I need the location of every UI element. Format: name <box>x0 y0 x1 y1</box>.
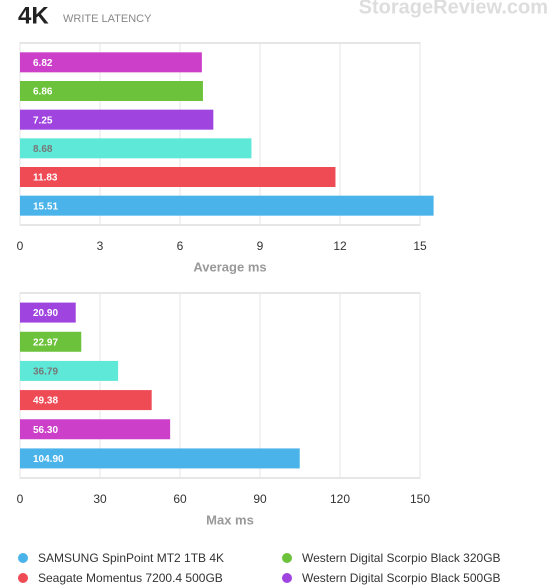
x-tick-label: 90 <box>253 492 267 506</box>
data-label: 36.79 <box>33 367 58 378</box>
bar <box>20 81 203 101</box>
legend-label: Western Digital Scorpio Black 320GB <box>302 551 501 565</box>
bar <box>20 331 82 352</box>
x-tick-label: 0 <box>17 239 24 253</box>
data-label: 22.97 <box>33 337 58 348</box>
bar <box>20 448 300 469</box>
x-tick-label: 0 <box>17 492 24 506</box>
data-label: 11.83 <box>33 173 58 184</box>
bar <box>20 390 152 411</box>
x-tick-label: 15 <box>413 239 427 253</box>
legend-marker <box>282 553 292 563</box>
bar <box>20 302 76 323</box>
legend-marker <box>18 553 28 563</box>
data-label: 104.90 <box>33 454 64 465</box>
data-label: 8.68 <box>33 144 53 155</box>
x-tick-label: 6 <box>177 239 184 253</box>
chart-subtitle: WRITE LATENCY <box>63 13 152 25</box>
legend-marker <box>18 573 28 583</box>
data-label: 6.82 <box>33 58 53 69</box>
data-label: 7.25 <box>33 115 53 126</box>
data-label: 6.86 <box>33 87 53 98</box>
x-tick-label: 60 <box>173 492 187 506</box>
legend-label: SAMSUNG SpinPoint MT2 1TB 4K <box>38 551 224 565</box>
bar <box>20 138 252 159</box>
bar <box>20 419 171 440</box>
legend-marker <box>282 573 292 583</box>
watermark: StorageReview.com <box>359 0 548 18</box>
x-tick-label: 12 <box>333 239 347 253</box>
x-tick-label: 3 <box>97 239 104 253</box>
x-tick-label: 30 <box>93 492 107 506</box>
bar <box>20 109 214 130</box>
data-label: 15.51 <box>33 201 58 212</box>
bar <box>20 167 336 187</box>
data-label: 56.30 <box>33 425 58 436</box>
bar <box>20 195 434 216</box>
legend-label: Western Digital Scorpio Black 500GB <box>302 571 501 585</box>
data-label: 49.38 <box>33 396 58 407</box>
x-tick-label: 120 <box>330 492 350 506</box>
x-tick-label: 150 <box>410 492 430 506</box>
data-label: 20.90 <box>33 308 58 319</box>
x-tick-label: 9 <box>257 239 264 253</box>
chart-title: 4K <box>18 2 49 29</box>
x-axis-label: Average ms <box>193 259 266 274</box>
x-axis-label: Max ms <box>206 512 254 527</box>
bar <box>20 52 202 73</box>
bar <box>20 360 119 381</box>
legend-label: Seagate Momentus 7200.4 500GB <box>38 571 223 585</box>
